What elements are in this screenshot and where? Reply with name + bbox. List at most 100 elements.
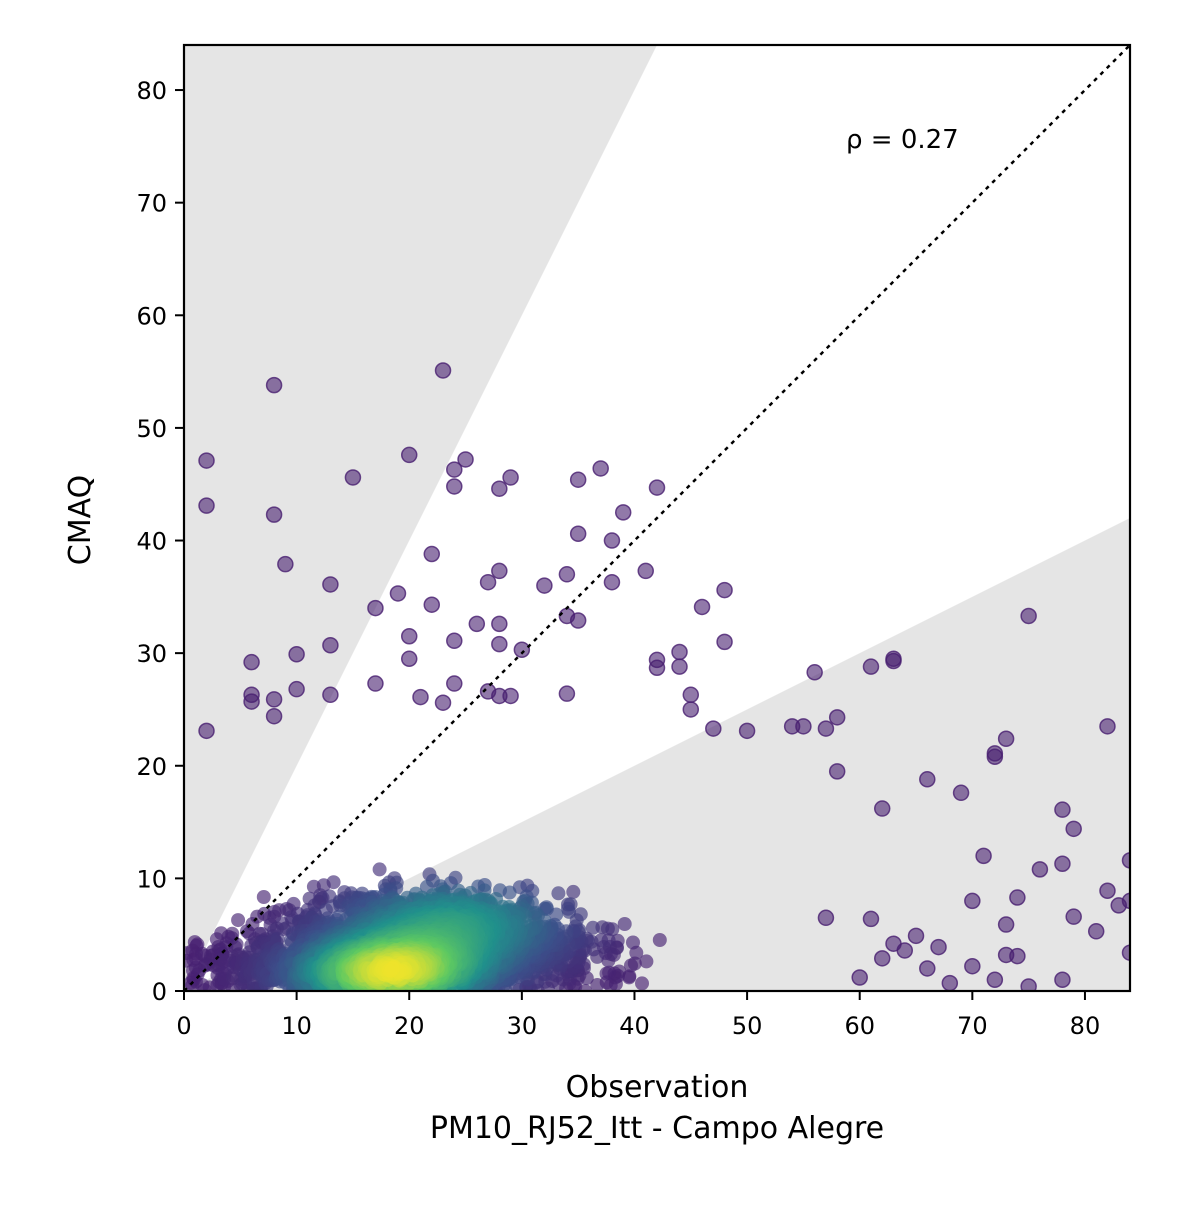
y-tick-label: 50 <box>136 415 167 443</box>
scatter-point <box>885 652 902 670</box>
x-tick-label: 40 <box>619 1012 650 1040</box>
scatter-point <box>243 693 260 710</box>
scatter-point <box>558 566 576 583</box>
scatter-point <box>975 847 992 865</box>
scatter-point <box>614 504 632 521</box>
scatter-point <box>198 722 215 740</box>
density-point <box>566 884 581 899</box>
shaded-regions <box>184 45 1130 991</box>
y-tick-label: 10 <box>136 865 167 893</box>
scatter-point <box>682 686 700 704</box>
scatter-point <box>817 909 835 927</box>
scatter-point <box>569 525 587 543</box>
scatter-point <box>1087 923 1105 940</box>
x-tick-label: 70 <box>957 1012 988 1040</box>
scatter-point <box>1054 855 1071 872</box>
scatter-point <box>400 628 418 645</box>
scatter-point <box>558 685 576 702</box>
y-tick-label: 0 <box>152 978 167 1006</box>
y-axis-label: CMAQ <box>63 475 98 565</box>
scatter-point <box>637 562 654 580</box>
scatter-point <box>806 664 823 681</box>
scatter-point <box>569 612 587 629</box>
scatter-point <box>1020 607 1037 625</box>
y-tick-label: 30 <box>136 640 167 668</box>
scatter-point <box>896 942 914 959</box>
scatter-point <box>389 585 407 602</box>
density-point <box>372 862 387 877</box>
scatter-point <box>941 974 959 991</box>
scatter-point <box>198 452 215 469</box>
scatter-point <box>1065 820 1082 838</box>
density-point <box>626 935 640 950</box>
scatter-point <box>592 460 609 477</box>
one-to-one-line <box>184 45 1130 991</box>
x-tick-label: 80 <box>1070 1012 1101 1040</box>
scatter-point <box>400 650 418 668</box>
scatter-point <box>277 555 294 573</box>
scatter-point <box>671 658 688 675</box>
scatter-point <box>705 720 722 737</box>
scatter-point <box>265 506 283 523</box>
scatter-point <box>873 950 891 967</box>
scatter-point <box>502 687 519 705</box>
scatter-point <box>367 599 384 617</box>
scatter-point <box>367 675 384 692</box>
scatter-point <box>828 763 846 780</box>
density-point <box>256 890 271 904</box>
scatter-point <box>265 691 283 708</box>
scatter-point <box>423 596 441 613</box>
scatter-point <box>446 632 463 650</box>
scatter-points <box>198 362 1130 991</box>
plot-frame <box>182 43 1132 993</box>
scatter-point <box>1009 889 1026 906</box>
density-point <box>652 933 667 947</box>
density-point <box>635 976 649 991</box>
scatter-point <box>434 362 452 379</box>
scatter-point <box>1031 861 1049 878</box>
scatter-point <box>479 573 497 591</box>
scatter-point <box>434 694 452 711</box>
x-axis-ticks: 0 10 20 30 40 50 60 70 80 <box>176 991 1100 1040</box>
scatter-point <box>446 461 463 478</box>
density-point <box>590 978 605 991</box>
scatter-point <box>344 469 362 486</box>
scatter-point <box>322 637 339 654</box>
x-axis-label: Observation <box>566 1070 749 1105</box>
scatter-point <box>513 641 531 659</box>
scatter-point <box>851 969 868 986</box>
scatter-point <box>603 573 621 591</box>
scatter-point <box>423 545 441 563</box>
annotation-rho: ρ = 0.27 <box>846 125 959 155</box>
scatter-point <box>862 658 880 675</box>
scatter-point <box>828 709 846 726</box>
scatter-point <box>919 771 936 788</box>
scatter-point <box>265 376 283 394</box>
scatter-point <box>986 748 1004 766</box>
density-point <box>617 917 632 931</box>
scatter-point <box>491 562 508 580</box>
x-tick-label: 50 <box>732 1012 763 1040</box>
y-tick-label: 40 <box>136 528 167 556</box>
scatter-point <box>1121 852 1130 869</box>
scatter-point <box>738 722 756 740</box>
density-point <box>624 958 638 973</box>
scatter-point <box>795 718 812 735</box>
density-point <box>383 963 398 978</box>
x-tick-label: 0 <box>176 1012 191 1040</box>
scatter-point <box>693 598 711 616</box>
scatter-point <box>1099 718 1116 735</box>
x-tick-label: 10 <box>281 1012 312 1040</box>
scatter-point <box>817 720 835 737</box>
scatter-point <box>468 615 486 633</box>
density-point <box>326 875 341 890</box>
scatter-point <box>1054 971 1071 988</box>
scatter-point <box>1121 944 1130 961</box>
scatter-point <box>322 686 339 704</box>
scatter-point <box>997 916 1015 933</box>
scatter-point <box>491 635 508 653</box>
scatter-point <box>964 892 981 910</box>
scatter-point <box>1054 801 1071 818</box>
